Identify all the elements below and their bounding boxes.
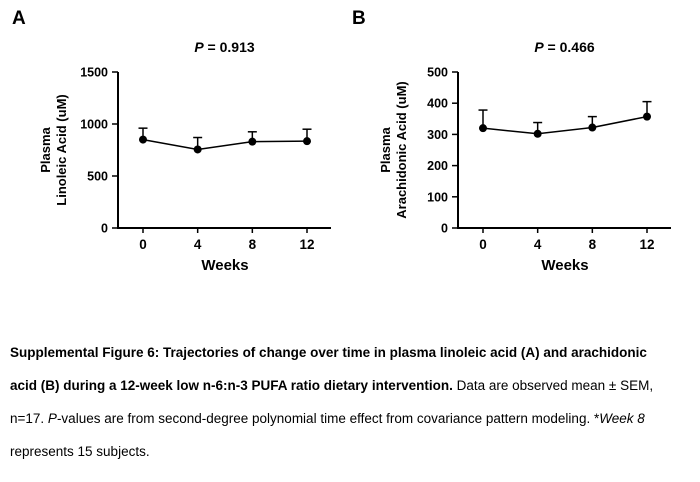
panel-label-a: A <box>12 8 26 29</box>
panel-label-b: B <box>352 8 366 29</box>
svg-text:0: 0 <box>101 222 108 236</box>
svg-text:Weeks: Weeks <box>201 257 248 274</box>
svg-text:Weeks: Weeks <box>541 257 588 274</box>
svg-text:500: 500 <box>427 66 448 80</box>
figure-caption: Supplemental Figure 6: Trajectories of c… <box>10 345 654 460</box>
svg-text:0: 0 <box>441 222 448 236</box>
chart-panels-row: A P = 0.913 Plasma Linoleic Acid (uM) 0 500 1… <box>0 0 680 300</box>
svg-text:1500: 1500 <box>80 66 108 80</box>
svg-text:Plasma: Plasma <box>378 126 393 172</box>
svg-text:8: 8 <box>249 237 257 252</box>
svg-text:1000: 1000 <box>80 118 108 132</box>
svg-text:Linoleic Acid (uM): Linoleic Acid (uM) <box>54 94 69 205</box>
svg-text:300: 300 <box>427 128 448 142</box>
svg-text:4: 4 <box>194 237 202 252</box>
svg-text:P = 0.466: P = 0.466 <box>534 39 595 55</box>
svg-text:Plasma: Plasma <box>38 126 53 172</box>
svg-text:100: 100 <box>427 190 448 204</box>
svg-text:8: 8 <box>589 237 597 252</box>
chart-panel-a: A P = 0.913 Plasma Linoleic Acid (uM) 0 500 1… <box>0 0 340 300</box>
svg-text:12: 12 <box>299 237 314 252</box>
svg-text:4: 4 <box>534 237 542 252</box>
linoleic-acid-chart: P = 0.913 Plasma Linoleic Acid (uM) 0 500 100… <box>38 39 331 274</box>
chart-panel-b: B P = 0.466 Plasma Arachidonic Acid (uM) 0 1… <box>340 0 680 300</box>
svg-text:400: 400 <box>427 97 448 111</box>
svg-text:P = 0.913: P = 0.913 <box>194 39 255 55</box>
svg-text:500: 500 <box>87 170 108 184</box>
arachidonic-acid-chart: P = 0.466 Plasma Arachidonic Acid (uM) 0 100… <box>378 39 671 274</box>
svg-text:Arachidonic Acid (uM): Arachidonic Acid (uM) <box>394 81 409 218</box>
svg-text:0: 0 <box>139 237 147 252</box>
svg-text:200: 200 <box>427 159 448 173</box>
svg-text:12: 12 <box>639 237 654 252</box>
svg-text:0: 0 <box>479 237 487 252</box>
